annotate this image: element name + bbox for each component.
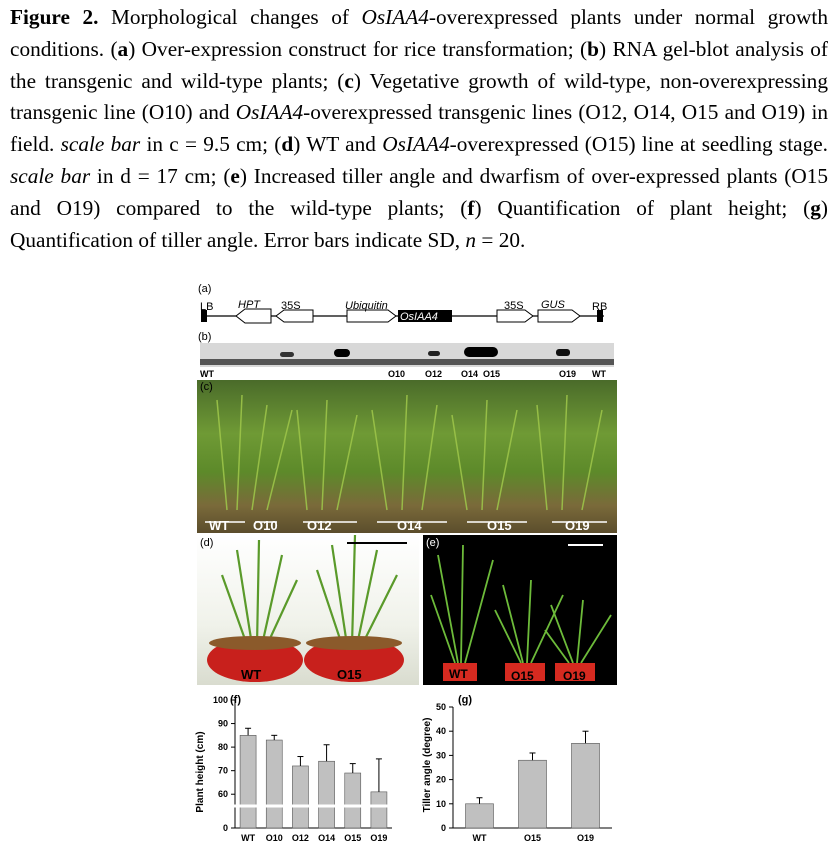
g-bar [518,759,547,829]
figure-caption: Figure 2. Morphological changes of OsIAA… [10,5,829,252]
gel-blot-image [200,343,614,367]
f-y-tick-label: 80 [218,742,228,752]
tiller-label-wt: WT [449,667,468,681]
g-x-tick-label: O15 [524,833,541,843]
f-bar [344,772,362,829]
g-y-tick-label: 10 [436,799,446,809]
f-y-tick-label: 100 [213,695,228,705]
f-x-tick-label: O15 [344,833,361,843]
field-label-o15: O15 [487,518,512,533]
panel-a-label: (a) [198,283,212,295]
field-label-o10: O10 [253,518,278,533]
f-bar [265,739,283,829]
f-y-tick-label: 60 [218,789,228,799]
pot-label-o15: O15 [337,667,362,682]
f-bar [370,791,388,829]
field-label-o12: O12 [307,518,332,533]
f-axis-break [231,804,388,808]
field-label-o14: O14 [397,518,422,533]
tiller-angle-ylabel: Tiller angle (degree) [422,718,433,813]
f-bar [318,760,335,829]
f-x-tick-label: O10 [266,833,283,843]
f-bar [292,765,309,829]
field-photo: (c) WT O10 O12 O14 O15 O19 [197,380,617,533]
tiller-angle-chart: 0 10 20 30 40 50 WT O15 O19 [436,702,612,843]
f-y-tick-label: 90 [218,719,228,729]
g-x-tick-label: WT [473,833,487,843]
panel-f-label: (f) [230,694,241,706]
g-y-tick-label: 40 [436,726,446,736]
f-bar [239,735,257,829]
f-x-tick-label: O12 [292,833,309,843]
plant-height-ylabel: Plant height (cm) [195,731,206,812]
panel-b-label: (b) [198,331,212,343]
tiller-photo: (e) WT O15 O19 [423,535,617,685]
panel-g-label: (g) [458,694,472,706]
g-y-tick-label: 20 [436,775,446,785]
figure-label: Figure 2. [10,5,99,29]
tiller-label-o19: O19 [563,669,586,683]
tiller-label-o15: O15 [511,669,534,683]
panel-c-label: (c) [200,381,213,393]
f-x-tick-label: O14 [318,833,335,843]
f-x-tick-label: WT [241,833,255,843]
f-y-tick-label: 70 [218,766,228,776]
field-label-o19: O19 [565,518,590,533]
f-y-tick-label: 0 [223,823,228,833]
g-y-tick-label: 30 [436,750,446,760]
g-y-tick-label: 50 [436,702,446,712]
panel-e-label: (e) [426,537,440,549]
g-y-tick-label: 0 [441,823,446,833]
f-x-tick-label: O19 [370,833,387,843]
g-bar [571,742,600,829]
pot-label-wt: WT [241,667,262,682]
g-bar [465,803,494,829]
panel-d-label: (d) [200,537,214,549]
g-x-tick-label: O19 [577,833,594,843]
field-label-wt: WT [209,518,230,533]
seedling-photo: (d) WT O15 [197,535,419,685]
plant-height-chart: 0 60 70 80 90 100 WT O10 O12 O14 O15 O19 [213,695,392,843]
